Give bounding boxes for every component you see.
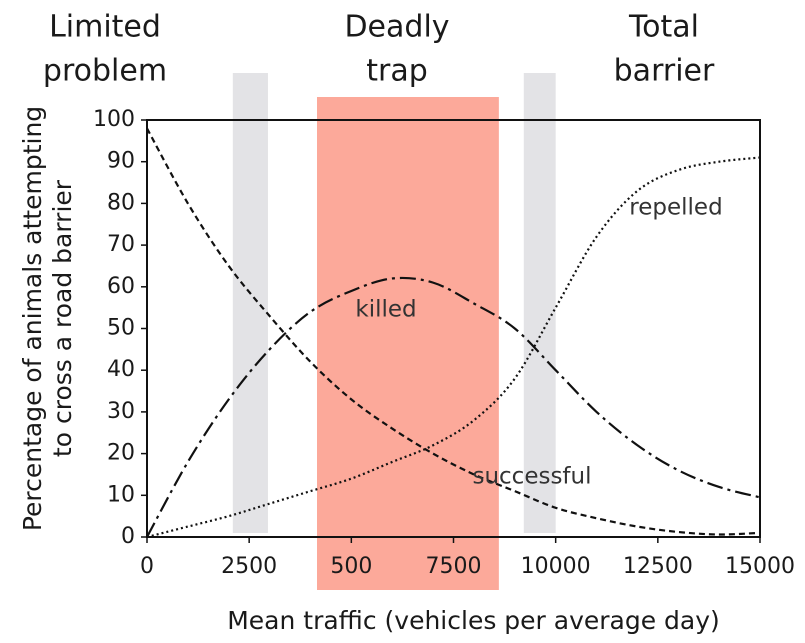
region-label: barrier	[614, 54, 715, 89]
region-band	[317, 97, 499, 590]
x-tick-label: 15000	[725, 554, 795, 579]
region-label: Limited	[49, 10, 161, 45]
series-line	[146, 156, 761, 539]
series-label: killed	[355, 297, 416, 323]
x-tick-label: 7500	[426, 554, 482, 579]
y-tick-label: 80	[107, 190, 135, 215]
x-tick-label: 10000	[521, 554, 591, 579]
region-band	[523, 73, 556, 533]
region-label: problem	[43, 54, 167, 89]
series-label: successful	[472, 464, 591, 490]
x-tick-label: 0	[140, 554, 154, 579]
x-tick-label: 12500	[623, 554, 693, 579]
region-band	[232, 73, 268, 533]
x-tick-label: 2500	[221, 554, 277, 579]
y-tick-label: 10	[107, 482, 135, 507]
y-tick-label: 90	[107, 149, 135, 174]
series-label: repelled	[629, 195, 722, 221]
region-label: Total	[628, 10, 699, 45]
region-label: trap	[366, 54, 428, 89]
region-label: Deadly	[344, 10, 449, 45]
y-tick-label: 40	[107, 357, 135, 382]
x-tick-label: 500	[330, 554, 372, 579]
y-tick-label: 0	[121, 524, 135, 549]
y-tick-label: 30	[107, 399, 135, 424]
y-axis-label: Percentage of animals attempting	[18, 106, 47, 531]
y-tick-label: 70	[107, 232, 135, 257]
series-line	[146, 127, 761, 536]
y-axis-label: to cross a road barrier	[48, 179, 77, 457]
series-line	[146, 276, 761, 538]
y-tick-label: 50	[107, 316, 135, 341]
y-tick-label: 20	[107, 441, 135, 466]
y-tick-label: 100	[93, 107, 135, 132]
x-axis-label: Mean traffic (vehicles per average day)	[227, 606, 720, 635]
y-tick-label: 60	[107, 274, 135, 299]
